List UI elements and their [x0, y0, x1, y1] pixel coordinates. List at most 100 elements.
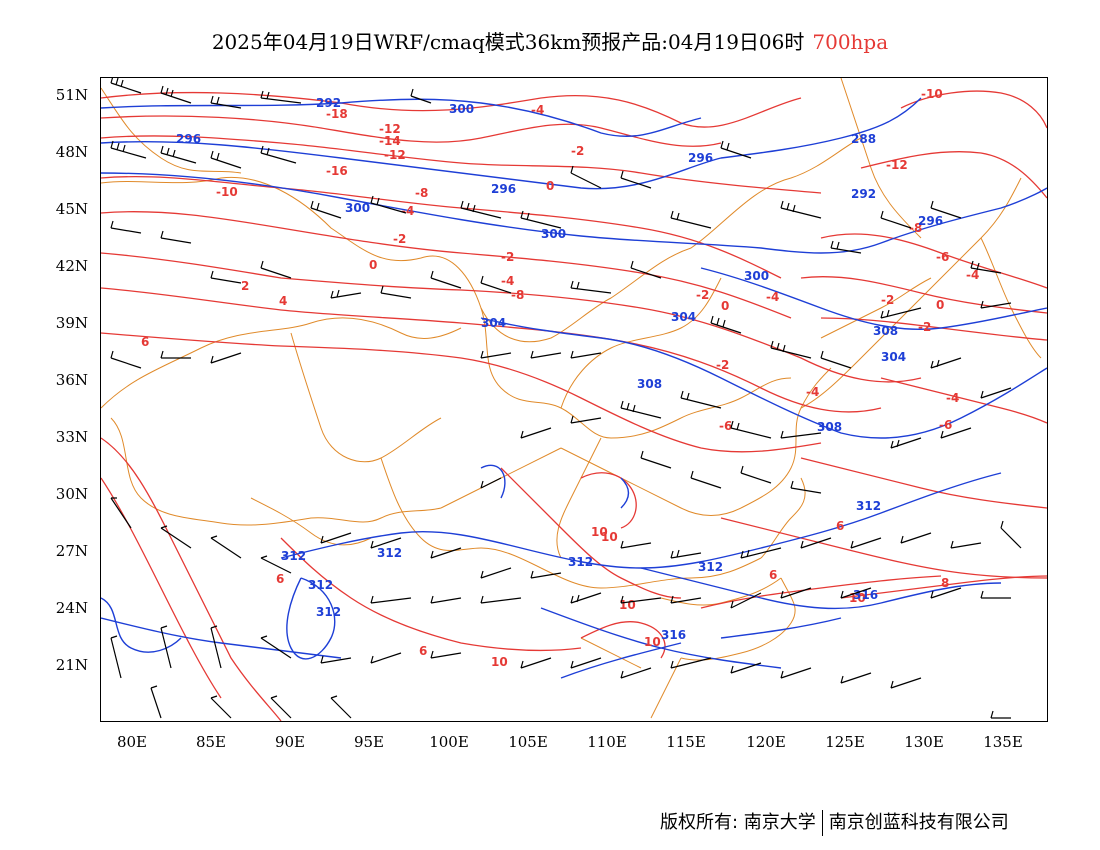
- svg-text:-2: -2: [881, 293, 894, 307]
- svg-text:300: 300: [541, 227, 566, 241]
- svg-text:6: 6: [769, 568, 777, 582]
- svg-text:-8: -8: [415, 186, 428, 200]
- svg-text:-6: -6: [719, 419, 732, 433]
- svg-text:312: 312: [698, 560, 723, 574]
- title-main: 2025年04月19日WRF/cmaq模式36km预报产品:04月19日06时: [211, 30, 805, 54]
- svg-text:300: 300: [449, 102, 474, 116]
- svg-text:296: 296: [176, 132, 201, 146]
- svg-text:312: 312: [377, 546, 402, 560]
- svg-text:6: 6: [836, 519, 844, 533]
- svg-text:2: 2: [241, 279, 249, 293]
- svg-text:4: 4: [279, 294, 287, 308]
- svg-text:312: 312: [308, 578, 333, 592]
- svg-text:300: 300: [744, 269, 769, 283]
- svg-text:-6: -6: [939, 418, 952, 432]
- lat-label: 27N: [55, 542, 88, 560]
- footer-divider: [821, 810, 823, 836]
- svg-text:0: 0: [546, 179, 554, 193]
- svg-text:304: 304: [481, 316, 506, 330]
- svg-text:-4: -4: [766, 290, 779, 304]
- lat-label: 51N: [55, 86, 88, 104]
- svg-text:304: 304: [881, 350, 906, 364]
- svg-text:300: 300: [345, 201, 370, 215]
- svg-text:-16: -16: [326, 164, 348, 178]
- svg-text:292: 292: [316, 96, 341, 110]
- map-canvas: -18-12 -14-12 -16-10 -8-4 -2-4 -20 -2-4 …: [100, 75, 1048, 722]
- geopotential-contours: [100, 97, 1048, 679]
- svg-text:296: 296: [918, 214, 943, 228]
- lat-label: 48N: [55, 143, 88, 161]
- svg-text:10: 10: [644, 635, 661, 649]
- lon-label: 120E: [746, 733, 786, 751]
- lon-label: 115E: [666, 733, 706, 751]
- lon-label: 110E: [587, 733, 627, 751]
- lat-label: 33N: [55, 428, 88, 446]
- lon-label: 80E: [116, 733, 148, 751]
- svg-text:-14: -14: [379, 134, 401, 148]
- svg-text:304: 304: [671, 310, 696, 324]
- temperature-contours: [100, 90, 1048, 722]
- svg-text:308: 308: [873, 324, 898, 338]
- svg-text:-12: -12: [379, 122, 401, 136]
- svg-text:-4: -4: [806, 385, 819, 399]
- svg-text:6: 6: [141, 335, 149, 349]
- svg-text:-12: -12: [384, 148, 406, 162]
- svg-text:-2: -2: [501, 250, 514, 264]
- svg-text:0: 0: [369, 258, 377, 272]
- svg-text:-8: -8: [909, 221, 922, 235]
- geopotential-labels: 292 300 296 296 296 300 300 288 292 296 300 30…: [176, 96, 943, 642]
- svg-text:-10: -10: [921, 87, 943, 101]
- svg-text:292: 292: [851, 187, 876, 201]
- lat-label: 39N: [55, 314, 88, 332]
- svg-text:0: 0: [936, 298, 944, 312]
- wind-barbs: [110, 75, 1022, 719]
- svg-text:-12: -12: [886, 158, 908, 172]
- boundary-lines: [100, 77, 1042, 719]
- lon-label: 105E: [508, 733, 548, 751]
- svg-text:-2: -2: [696, 288, 709, 302]
- svg-text:10: 10: [591, 525, 608, 539]
- svg-text:-8: -8: [511, 288, 524, 302]
- svg-text:8: 8: [941, 576, 949, 590]
- lon-label: 90E: [274, 733, 306, 751]
- svg-text:-4: -4: [966, 268, 979, 282]
- svg-text:-2: -2: [918, 320, 931, 334]
- svg-text:316: 316: [661, 628, 686, 642]
- svg-text:-2: -2: [571, 144, 584, 158]
- temperature-labels: -18-12 -14-12 -16-10 -8-4 -2-4 -20 -2-4 …: [141, 87, 979, 669]
- copyright-footer: 版权所有: 南京大学 南京创蓝科技有限公司: [660, 808, 1009, 836]
- svg-text:-2: -2: [393, 232, 406, 246]
- map-frame: -18 -12 -14 -12 -16 -10 -8 -4 -2 -4 -2 0 -2 -4 …: [100, 75, 1048, 722]
- lon-label: 130E: [904, 733, 944, 751]
- lat-label: 45N: [55, 200, 88, 218]
- svg-text:-4: -4: [946, 391, 959, 405]
- lat-label: 42N: [55, 257, 88, 275]
- chart-title: 2025年04月19日WRF/cmaq模式36km预报产品:04月19日06时 7…: [0, 26, 1100, 55]
- lon-label: 85E: [195, 733, 227, 751]
- svg-text:312: 312: [568, 555, 593, 569]
- svg-text:296: 296: [491, 182, 516, 196]
- lon-label: 100E: [429, 733, 469, 751]
- svg-text:-18: -18: [326, 107, 348, 121]
- svg-text:288: 288: [851, 132, 876, 146]
- svg-text:-6: -6: [936, 250, 949, 264]
- svg-text:10: 10: [601, 530, 618, 544]
- lat-label: 21N: [55, 656, 88, 674]
- svg-text:6: 6: [276, 572, 284, 586]
- lon-label: 95E: [353, 733, 385, 751]
- title-level: 700hpa: [812, 30, 889, 54]
- svg-text:-4: -4: [401, 204, 414, 218]
- svg-text:-4: -4: [531, 103, 544, 117]
- svg-text:308: 308: [817, 420, 842, 434]
- svg-text:0: 0: [721, 299, 729, 313]
- footer-owner: 版权所有: 南京大学: [660, 812, 816, 833]
- svg-text:296: 296: [688, 151, 713, 165]
- svg-text:-4: -4: [501, 274, 514, 288]
- svg-text:6: 6: [419, 644, 427, 658]
- svg-text:312: 312: [316, 605, 341, 619]
- svg-text:-2: -2: [716, 358, 729, 372]
- svg-text:312: 312: [281, 549, 306, 563]
- lat-label: 36N: [55, 371, 88, 389]
- lon-label: 135E: [983, 733, 1023, 751]
- svg-text:10: 10: [491, 655, 508, 669]
